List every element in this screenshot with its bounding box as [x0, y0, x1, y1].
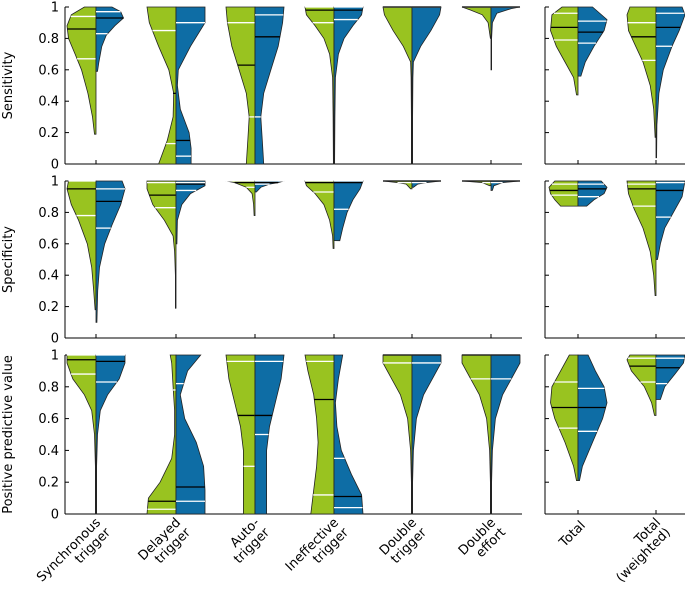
- violin-left-half: [626, 180, 657, 297]
- x-category-label: Auto-trigger: [221, 515, 273, 567]
- violin-right-half: [411, 6, 442, 165]
- y-tick-label: 1: [51, 349, 59, 364]
- violin-right-half: [175, 180, 206, 245]
- y-tick-label: 0: [51, 332, 59, 347]
- panel-1: 0 0.2 0.4 0.6 0.8 1 Sensitivity: [1, 1, 685, 173]
- violin-right-half: [175, 6, 206, 165]
- x-category-label: Synchronoustrigger: [34, 515, 114, 595]
- violin-right-half: [254, 354, 285, 515]
- violin-left-half: [66, 180, 97, 311]
- violin-right-half: [577, 180, 608, 207]
- y-axis-label: Sensitivity: [1, 51, 16, 119]
- violin-right-half: [95, 354, 126, 515]
- violin-left-half: [146, 6, 177, 165]
- violin-right-half: [655, 6, 685, 159]
- violin-left-half: [304, 354, 335, 515]
- panel-2: 0 0.2 0.4 0.6 0.8 1 Specificity: [1, 175, 685, 347]
- violin-right-half: [95, 6, 124, 72]
- violin-left-half: [550, 354, 579, 482]
- y-axis-label: Specificity: [1, 226, 16, 293]
- y-tick-label: 0.8: [38, 206, 59, 221]
- x-category-label: Delayedtrigger: [136, 515, 195, 574]
- y-tick-label: 0.4: [38, 269, 59, 284]
- x-category-label: Doubletrigger: [377, 515, 431, 569]
- violin-right-half: [655, 180, 685, 260]
- violin-right-half: [577, 354, 608, 482]
- y-tick-label: 0.2: [38, 126, 59, 141]
- y-tick-label: 0.6: [38, 237, 59, 252]
- violin-right-half: [577, 6, 608, 77]
- y-tick-label: 0.8: [38, 380, 59, 395]
- violin-left-half: [461, 6, 492, 39]
- violin-right-half: [333, 354, 364, 515]
- violin-left-half: [626, 6, 657, 138]
- violin-right-half: [95, 180, 126, 323]
- y-tick-label: 0.8: [38, 32, 59, 47]
- violin-left-half: [225, 180, 256, 216]
- y-tick-label: 0.4: [38, 95, 59, 110]
- y-tick-label: 0.2: [38, 476, 59, 491]
- violin-left-half: [146, 180, 177, 309]
- violin-left-half: [66, 6, 97, 135]
- violin-left-half: [304, 180, 335, 249]
- y-tick-label: 1: [51, 175, 59, 190]
- violin-left-half: [461, 180, 492, 187]
- violin-left-half: [225, 354, 256, 515]
- violin-right-half: [254, 6, 285, 165]
- violin-left-half: [146, 354, 177, 515]
- y-tick-label: 0: [51, 158, 59, 173]
- violin-right-half: [175, 354, 206, 515]
- violin-right-half: [655, 354, 685, 400]
- violin-right-half: [333, 6, 364, 165]
- violin-right-half: [411, 354, 442, 515]
- violin-left-half: [382, 354, 413, 515]
- x-category-label: Ineffectivetrigger: [283, 515, 352, 584]
- y-axis-label: Positive predictive value: [1, 355, 16, 514]
- violin-left-half: [304, 6, 335, 165]
- y-tick-label: 0.6: [38, 63, 59, 78]
- violin-left-half: [550, 6, 579, 96]
- y-tick-label: 1: [51, 1, 59, 16]
- violin-right-half: [490, 6, 521, 71]
- y-tick-label: 0.2: [38, 300, 59, 315]
- x-category-label: Total: [556, 518, 589, 551]
- x-category-label: Total(weighted): [604, 515, 674, 585]
- x-category-label-line: Total: [556, 518, 589, 551]
- violin-left-half: [225, 6, 256, 165]
- violin-left-half: [382, 6, 413, 165]
- violin-left-half: [626, 354, 657, 416]
- y-tick-label: 0.6: [38, 412, 59, 427]
- panel-3: 0 0.2 0.4 0.6 0.8 1 Positive predictive value: [1, 349, 685, 523]
- x-category-label: Doubleeffort: [456, 515, 509, 568]
- violin-right-half: [333, 180, 364, 242]
- y-tick-label: 0: [51, 508, 59, 523]
- violin-left-half: [66, 354, 97, 515]
- y-tick-label: 0.4: [38, 444, 59, 459]
